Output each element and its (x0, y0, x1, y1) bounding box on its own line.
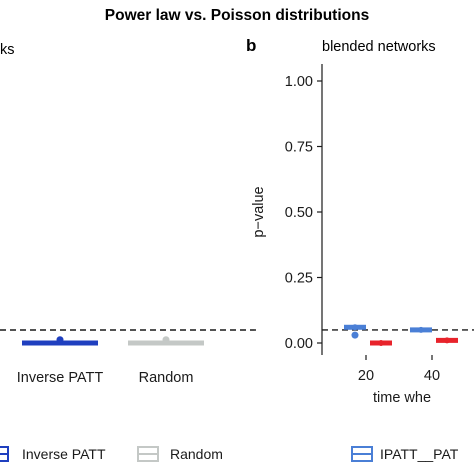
panel-b-median-s1-1 (444, 337, 450, 344)
panel-b-y-tick-label-3: 0.75 (285, 140, 313, 156)
panel-b-y-label: p−value (251, 186, 267, 237)
legend-a: Inverse PATT Random (0, 446, 223, 462)
figure-title: Power law vs. Poisson distributions (105, 7, 369, 24)
panel-b-x-label: time whe (373, 390, 431, 406)
panel-b-y-tick-label-0: 0.00 (285, 336, 313, 352)
panel-b-outlier-s0-0 (351, 331, 359, 339)
panel-b-median-s1-0 (378, 340, 384, 346)
panel-a-outlier-1 (162, 336, 170, 344)
panel-a-outlier-0 (56, 336, 64, 344)
panel-b-median-s0-1 (418, 326, 424, 333)
panel-b-marks (344, 324, 458, 346)
legend-label-ipatt: IPATT__PAT (380, 446, 459, 462)
panel-b-subtitle: blended networks (322, 39, 436, 55)
panel-a-x-tick-inverse-patt: Inverse PATT (17, 370, 104, 386)
panel-b-x-tick-label-1: 40 (424, 368, 440, 384)
panel-b-letter: b (246, 36, 256, 55)
panel-b-y-tick-label-1: 0.25 (285, 271, 313, 287)
panel-a-subtitle: ks (0, 42, 15, 58)
legend-b: IPATT__PAT (351, 446, 459, 462)
panel-b-y-tick-label-2: 0.50 (285, 205, 313, 221)
panel-a-x-tick-random: Random (139, 370, 194, 386)
panel-b-y-tick-label-4: 1.00 (285, 74, 313, 90)
legend-label-random: Random (170, 446, 223, 462)
panel-b-y-ticks: 0.00 0.25 0.50 0.75 1.00 (285, 74, 322, 352)
panel-b-x-ticks: 20 40 (358, 355, 440, 384)
panel-a-marks (22, 336, 204, 346)
panel-b-median-s0-0 (352, 324, 358, 331)
panel-b-x-tick-label-0: 20 (358, 368, 374, 384)
panel-a: ks Inverse PATT Random (0, 42, 258, 386)
legend-label-inverse-patt: Inverse PATT (22, 446, 106, 462)
panel-b: b blended networks 0.000.250.500.751.00 … (246, 36, 474, 406)
